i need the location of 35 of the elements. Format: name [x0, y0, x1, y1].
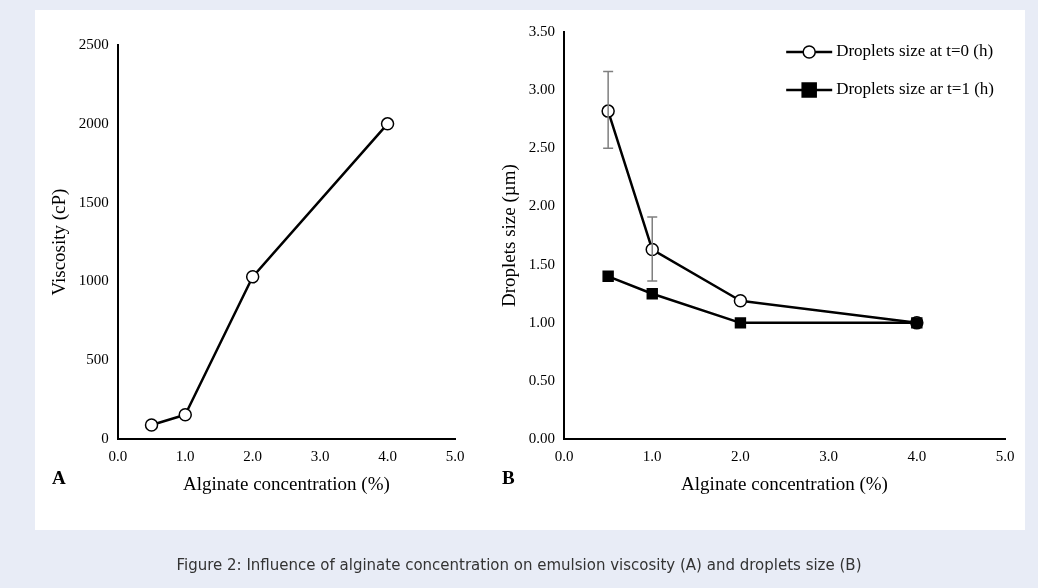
x-axis-title: Alginate concentration (%) — [681, 472, 888, 495]
y-axis-title: Viscosity (cP) — [48, 188, 71, 296]
y-tick-label: 0.50 — [528, 371, 556, 388]
caption: Figure 2: Influence of alginate concentration on emulsion viscosity (A) and droplets size (B) — [175, 556, 863, 574]
x-tick-label: 4.0 — [907, 448, 927, 465]
x-tick-label: 1.0 — [175, 448, 195, 465]
x-tick-label: 4.0 — [378, 448, 397, 465]
y-tick-label: 0.00 — [528, 430, 556, 447]
y-tick-label: 2.50 — [528, 139, 556, 156]
y-tick-label: 2500 — [78, 35, 109, 52]
x-tick-label: 3.0 — [310, 448, 330, 465]
y-tick-label: 1.50 — [528, 255, 556, 272]
legend-label: Droplets size ar t=1 (h) — [836, 79, 995, 99]
text: A — [52, 467, 66, 488]
y-tick-label: 1.00 — [528, 313, 556, 330]
x-tick-label: 5.0 — [995, 448, 1015, 465]
y-axis-title: Droplets size (µm) — [498, 164, 521, 308]
legend-label: Droplets size at t=0 (h) — [836, 41, 994, 61]
y-tick-label: 3.00 — [528, 81, 556, 98]
y-tick-label: 500 — [86, 351, 109, 368]
x-tick-label: 2.0 — [243, 448, 263, 465]
y-tick-label: 1000 — [78, 272, 109, 289]
y-tick-label: 0 — [101, 430, 109, 447]
x-axis-title: Alginate concentration (%) — [182, 472, 390, 495]
y-tick-label: 1500 — [78, 193, 109, 210]
x-tick-label: 2.0 — [731, 448, 750, 465]
x-tick-label: 1.0 — [642, 448, 662, 465]
x-tick-label: 3.0 — [819, 448, 838, 465]
x-tick-label: 5.0 — [445, 448, 465, 465]
y-tick-label: 2000 — [78, 114, 109, 131]
y-tick-label: 3.50 — [528, 22, 556, 39]
y-tick-label: 2.00 — [528, 197, 556, 214]
x-tick-label: 0.0 — [554, 448, 574, 465]
x-tick-label: 0.0 — [108, 448, 128, 465]
text: B — [502, 467, 515, 488]
